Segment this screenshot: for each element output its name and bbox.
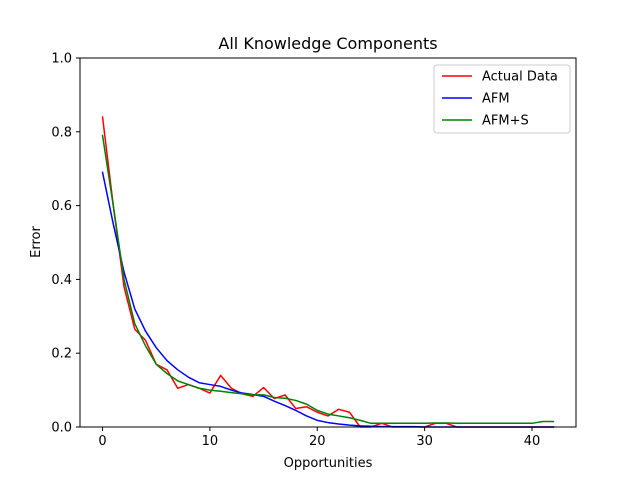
legend-label-0: Actual Data <box>482 70 558 85</box>
y-tick-label-5: 1.0 <box>51 52 72 67</box>
y-tick-label-3: 0.6 <box>51 199 72 214</box>
x-tick-label-4: 40 <box>524 434 541 449</box>
y-tick-label-0: 0.0 <box>51 421 72 436</box>
y-tick-label-1: 0.2 <box>51 347 72 362</box>
y-axis: 0.0 0.2 0.4 0.6 0.8 1.0 <box>51 52 80 436</box>
plot-frame <box>79 57 577 428</box>
x-tick-label-3: 30 <box>416 434 433 449</box>
y-tick-label-2: 0.4 <box>51 273 72 288</box>
series-line-2 <box>101 134 555 425</box>
legend-label-2: AFM+S <box>482 114 529 129</box>
x-tick-label-2: 20 <box>309 434 326 449</box>
x-tick-label-0: 0 <box>98 434 106 449</box>
x-axis: 0 10 20 30 40 <box>98 427 540 449</box>
legend-box <box>433 64 571 134</box>
chart-title: All Knowledge Components <box>218 34 437 53</box>
legend-label-1: AFM <box>482 92 510 107</box>
y-tick-label-4: 0.8 <box>51 125 72 140</box>
y-axis-label: Error <box>29 226 44 258</box>
x-tick-label-1: 10 <box>202 434 219 449</box>
legend: Actual Data AFM AFM+S <box>433 64 571 134</box>
x-axis-label: Opportunities <box>284 456 373 471</box>
